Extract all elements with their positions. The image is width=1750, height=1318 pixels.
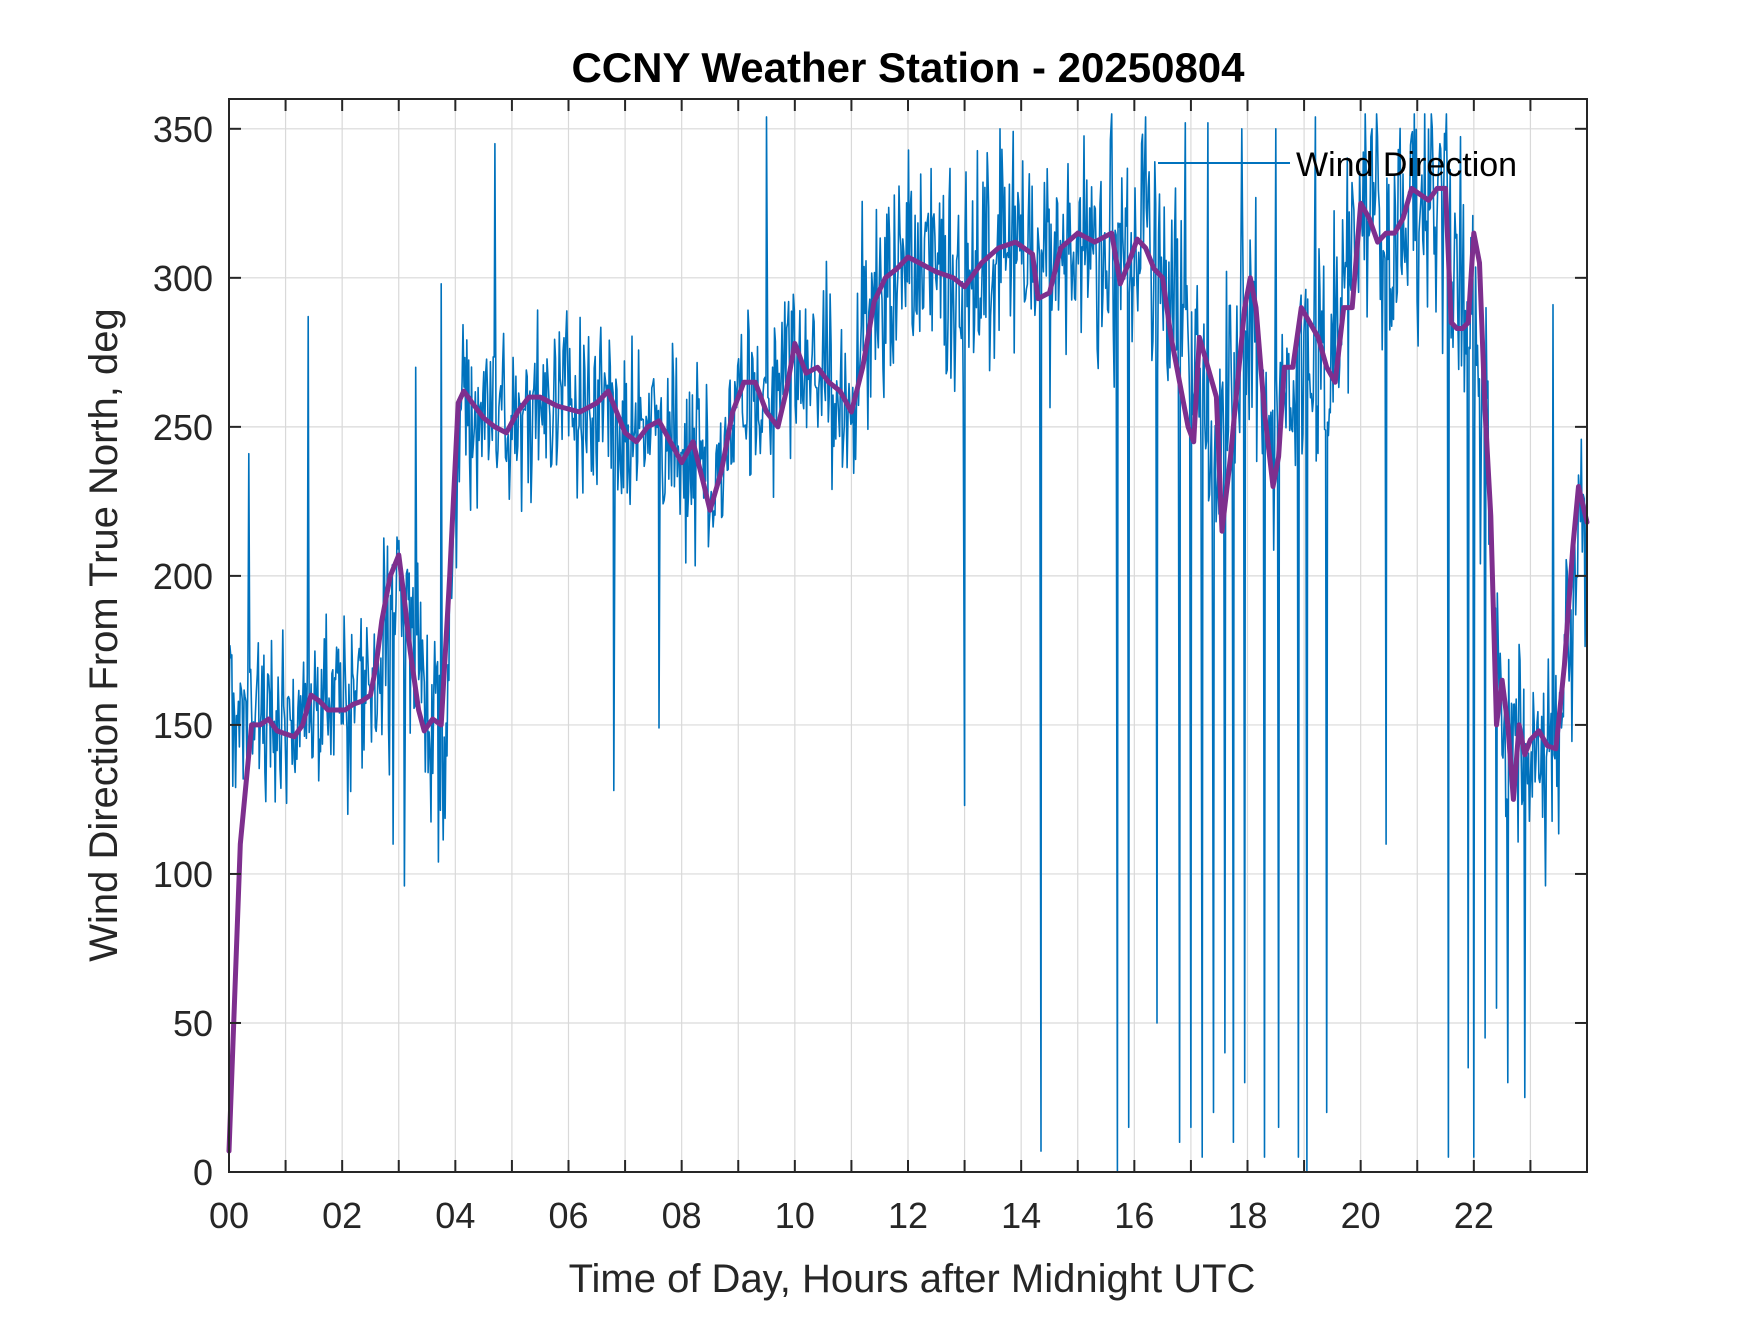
y-tick-label: 100 [153,854,213,895]
x-tick-label: 06 [548,1195,588,1236]
axis-ticks: 00 02 04 06 08 10 12 14 16 18 20 22 0 50 100 150 200 250 3… [153,99,1587,1236]
x-tick-label: 08 [662,1195,702,1236]
legend: Wind Direction [1158,146,1517,184]
x-tick-label: 18 [1227,1195,1267,1236]
y-tick-label: 300 [153,258,213,299]
x-tick-label: 20 [1341,1195,1381,1236]
x-tick-label: 14 [1001,1195,1041,1236]
legend-label-wind-direction: Wind Direction [1296,146,1517,184]
y-axis-label: Wind Direction From True North, deg [82,308,126,962]
x-axis-label: Time of Day, Hours after Midnight UTC [569,1257,1256,1301]
x-tick-label: 16 [1114,1195,1154,1236]
x-tick-label: 04 [435,1195,475,1236]
x-tick-label: 00 [209,1195,249,1236]
y-tick-label: 200 [153,556,213,597]
chart-title: CCNY Weather Station - 20250804 [571,44,1245,91]
x-tick-label: 02 [322,1195,362,1236]
x-tick-label: 22 [1454,1195,1494,1236]
y-tick-label: 0 [193,1152,213,1193]
x-tick-label: 12 [888,1195,928,1236]
y-tick-label: 150 [153,705,213,746]
x-tick-label: 10 [775,1195,815,1236]
data-series [226,113,1590,1173]
y-tick-label: 350 [153,109,213,150]
y-tick-label: 50 [173,1003,213,1044]
y-tick-label: 250 [153,407,213,448]
series-smoothed-wind-direction-line [226,185,1590,1154]
